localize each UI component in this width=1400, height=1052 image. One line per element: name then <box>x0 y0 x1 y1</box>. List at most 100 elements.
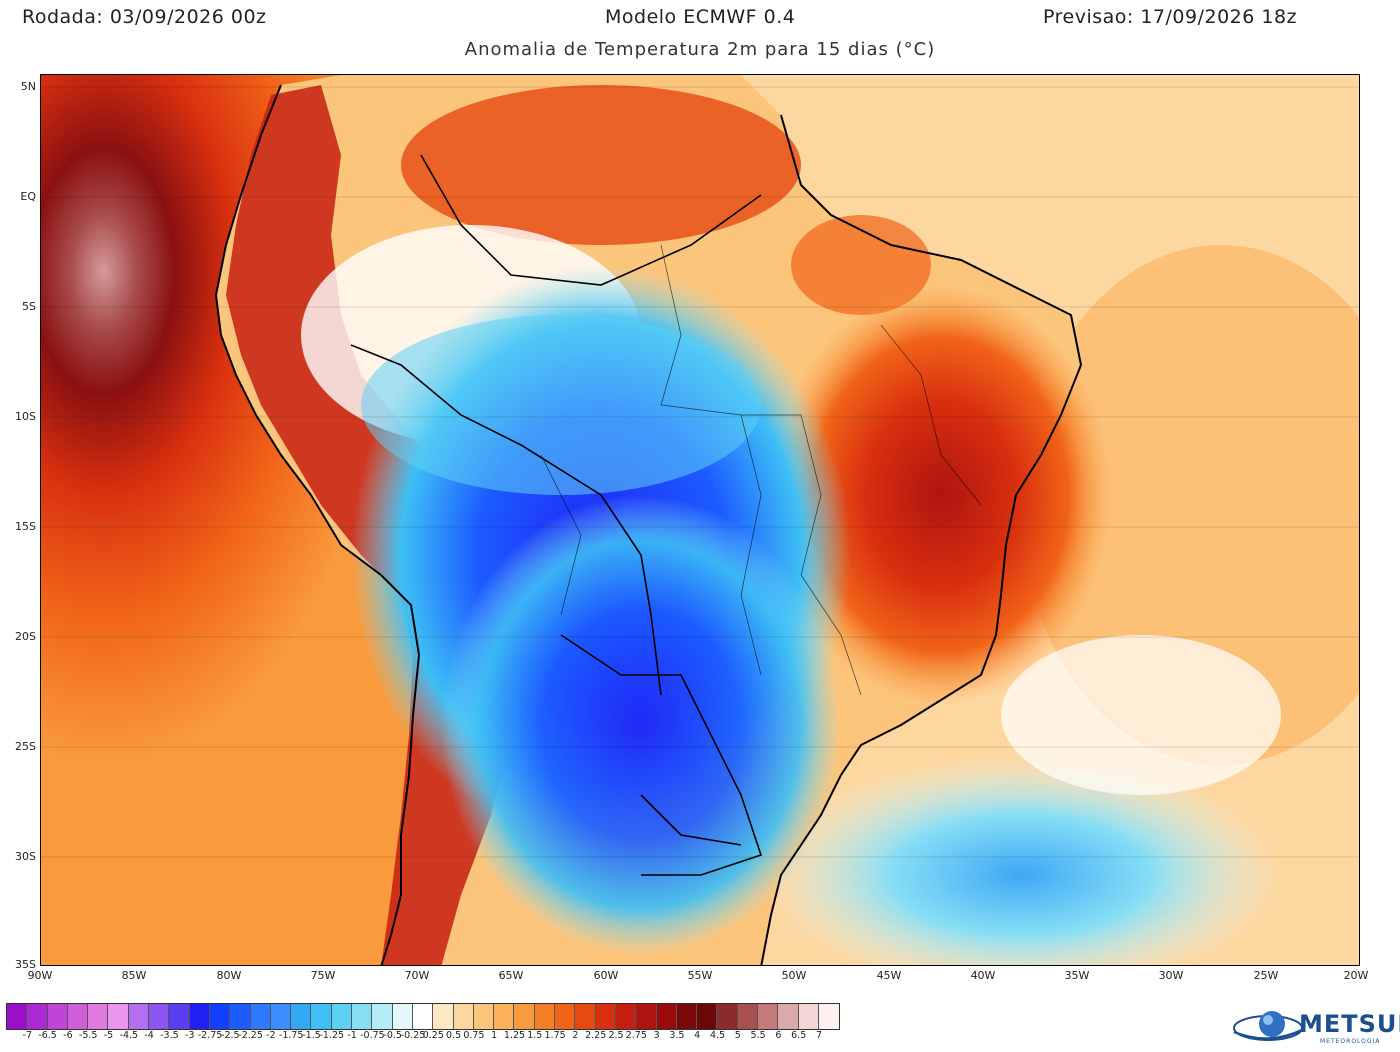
colorbar-swatch <box>352 1004 373 1029</box>
lon-label: 40W <box>970 969 996 982</box>
lon-label: 85W <box>121 969 147 982</box>
colorbar-label: 3 <box>653 1030 660 1041</box>
colorbar-swatch <box>311 1004 332 1029</box>
colorbar-label: 0.25 <box>422 1030 444 1041</box>
lon-label: 30W <box>1158 969 1184 982</box>
logo-name: METSUL <box>1299 1010 1400 1038</box>
amazon-cool-anomaly <box>361 315 761 495</box>
colorbar-swatch <box>473 1004 495 1029</box>
lon-label: 25W <box>1253 969 1279 982</box>
colorbar-swatch <box>757 1004 779 1029</box>
north-amazon-warm <box>401 85 801 245</box>
colorbar-swatch <box>392 1004 413 1029</box>
graticule <box>41 86 1359 858</box>
colorbar-swatch <box>412 1004 434 1029</box>
anomaly-map-svg <box>41 75 1359 965</box>
northeast-brazil-hot <box>771 285 1111 705</box>
colorbar-label: 7 <box>815 1030 823 1041</box>
colorbar-label: -5 <box>103 1030 114 1041</box>
colorbar-swatch <box>67 1004 89 1029</box>
colorbar-swatch <box>575 1004 596 1029</box>
para-warm <box>791 215 931 315</box>
colorbar-label: -4 <box>144 1030 154 1041</box>
colorbar-label: -0.5 <box>383 1030 402 1041</box>
colorbar-label: 4 <box>694 1030 701 1041</box>
colorbar-label: -3 <box>184 1030 195 1041</box>
colorbar-label: -7 <box>22 1030 33 1041</box>
colorbar-swatch <box>88 1004 109 1029</box>
colorbar-swatch <box>798 1004 819 1029</box>
colorbar-label: 1.25 <box>503 1030 526 1041</box>
colorbar-swatch <box>270 1004 292 1029</box>
atlantic-neutral-area <box>1001 635 1281 795</box>
colorbar-label: -1.5 <box>302 1030 321 1041</box>
lat-label: 10S <box>15 410 36 423</box>
colorbar-label: 6.5 <box>791 1030 807 1041</box>
anomaly-map[interactable] <box>40 74 1360 966</box>
run-label: Rodada: 03/09/2026 00z <box>22 6 267 28</box>
colorbar-swatch <box>778 1004 799 1029</box>
colorbar-swatch <box>108 1004 129 1029</box>
colorbar-label: 2 <box>572 1030 579 1041</box>
colorbar-label: -5.5 <box>78 1030 98 1041</box>
lon-label: 55W <box>687 969 713 982</box>
colorbar-label: -3.5 <box>160 1030 179 1041</box>
colorbar-swatch <box>250 1004 271 1029</box>
lon-label: 35W <box>1064 969 1090 982</box>
forecast-label: Previsao: 17/09/2026 18z <box>1043 6 1298 28</box>
colorbar <box>6 1003 841 1030</box>
colorbar-swatch <box>514 1004 535 1029</box>
lat-label: 30S <box>15 850 36 863</box>
colorbar-label: 2.5 <box>608 1030 624 1041</box>
colorbar-label: 2.75 <box>625 1030 647 1041</box>
lon-label: 45W <box>876 969 902 982</box>
colorbar-swatch <box>818 1004 840 1029</box>
colorbar-label: -6 <box>63 1030 73 1041</box>
colorbar-swatch <box>433 1004 454 1029</box>
colorbar-swatch <box>230 1004 251 1029</box>
colorbar-swatch <box>291 1004 312 1029</box>
colorbar-swatch <box>555 1004 576 1029</box>
colorbar-swatch <box>595 1004 616 1029</box>
colorbar-label: 0.5 <box>446 1030 462 1041</box>
model-label: Modelo ECMWF 0.4 <box>605 6 796 28</box>
country-borders <box>350 154 763 876</box>
colorbar-label: -0.25 <box>400 1030 426 1041</box>
atlantic-warm-anomaly <box>1021 245 1359 765</box>
colorbar-label: 0.75 <box>463 1030 485 1041</box>
state-borders <box>540 244 982 696</box>
colorbar-swatch <box>27 1004 48 1029</box>
colorbar-swatch <box>149 1004 170 1029</box>
colorbar-label: -2.25 <box>238 1030 263 1041</box>
colorbar-swatch <box>47 1004 68 1029</box>
colorbar-swatch <box>494 1004 515 1029</box>
colorbar-label: -0.75 <box>360 1030 385 1041</box>
colorbar-label: 6 <box>775 1030 782 1041</box>
lat-label: 35S <box>15 958 36 971</box>
colorbar-swatch <box>169 1004 190 1029</box>
coastline <box>214 84 1083 965</box>
lon-label: 50W <box>781 969 807 982</box>
map-subtitle: Anomalia de Temperatura 2m para 15 dias … <box>464 39 936 60</box>
colorbar-swatch <box>189 1004 210 1029</box>
colorbar-label: -1 <box>347 1030 357 1041</box>
atlantic-cool-anomaly <box>761 755 1281 965</box>
colorbar-swatch <box>534 1004 556 1029</box>
colorbar-label: -1.25 <box>319 1030 345 1041</box>
colorbar-swatch <box>717 1004 738 1029</box>
lat-label: 25S <box>15 740 36 753</box>
colorbar-swatch <box>615 1004 637 1029</box>
lon-label: 65W <box>498 969 524 982</box>
colorbar-label: 1.75 <box>544 1030 566 1041</box>
colorbar-label: 3.5 <box>669 1030 685 1041</box>
lon-label: 75W <box>310 969 336 982</box>
colorbar-swatch <box>676 1004 698 1029</box>
colorbar-swatch <box>331 1004 353 1029</box>
logo-tagline: METEOROLOGIA <box>1320 1038 1381 1045</box>
colorbar-label: -2.75 <box>197 1030 223 1041</box>
colorbar-label: -2.5 <box>221 1030 240 1041</box>
colorbar-swatch <box>209 1004 231 1029</box>
colorbar-swatch <box>737 1004 758 1029</box>
lon-label: 90W <box>27 969 53 982</box>
colorbar-label: 5 <box>734 1030 741 1041</box>
